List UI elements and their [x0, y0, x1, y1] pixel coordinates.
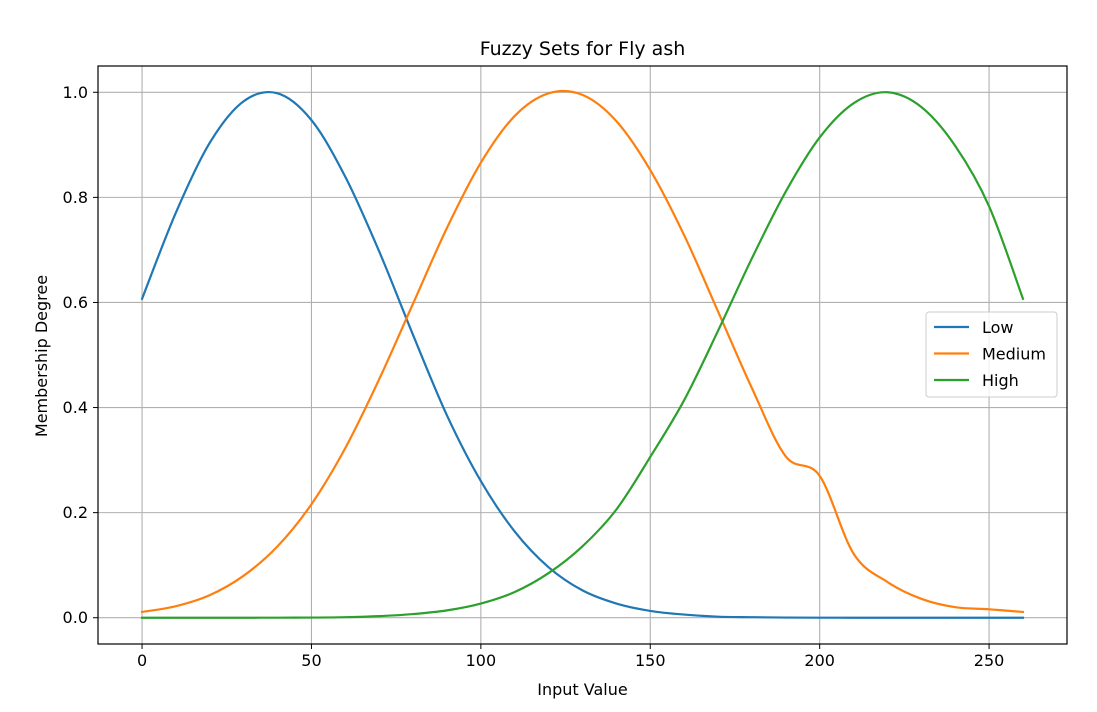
y-tick-label: 0.2	[63, 503, 88, 522]
series-line-medium	[140, 89, 1025, 614]
legend: Low Medium High	[925, 311, 1058, 398]
x-tick-label: 100	[466, 651, 497, 670]
y-tick-label: 0.0	[63, 608, 88, 627]
chart-title: Fuzzy Sets for Fly ash	[480, 38, 686, 60]
legend-box	[925, 311, 1058, 398]
y-tick-label: 1.0	[63, 83, 88, 102]
series-line-low	[140, 90, 1025, 619]
y-tick-label: 0.8	[63, 188, 88, 207]
y-axis-label: Membership Degree	[32, 275, 51, 437]
x-axis-label: Input Value	[537, 680, 627, 699]
legend-label-low: Low	[982, 318, 1014, 337]
y-tick-label: 0.4	[63, 398, 88, 417]
plot-frame	[97, 65, 1068, 645]
x-tick-label: 150	[635, 651, 666, 670]
x-tick-label: 200	[804, 651, 835, 670]
tick-layer: 0 50 100 150 200 250 0.0 0.2 0.4 0.6 0.8 1.0	[63, 83, 1005, 670]
x-tick-label: 250	[974, 651, 1005, 670]
legend-label-medium: Medium	[982, 345, 1046, 364]
x-tick-label: 0	[137, 651, 147, 670]
y-tick-label: 0.6	[63, 293, 88, 312]
series-layer	[140, 89, 1025, 619]
series-line-high	[140, 91, 1025, 619]
x-tick-label: 50	[301, 651, 321, 670]
legend-label-high: High	[982, 371, 1019, 390]
